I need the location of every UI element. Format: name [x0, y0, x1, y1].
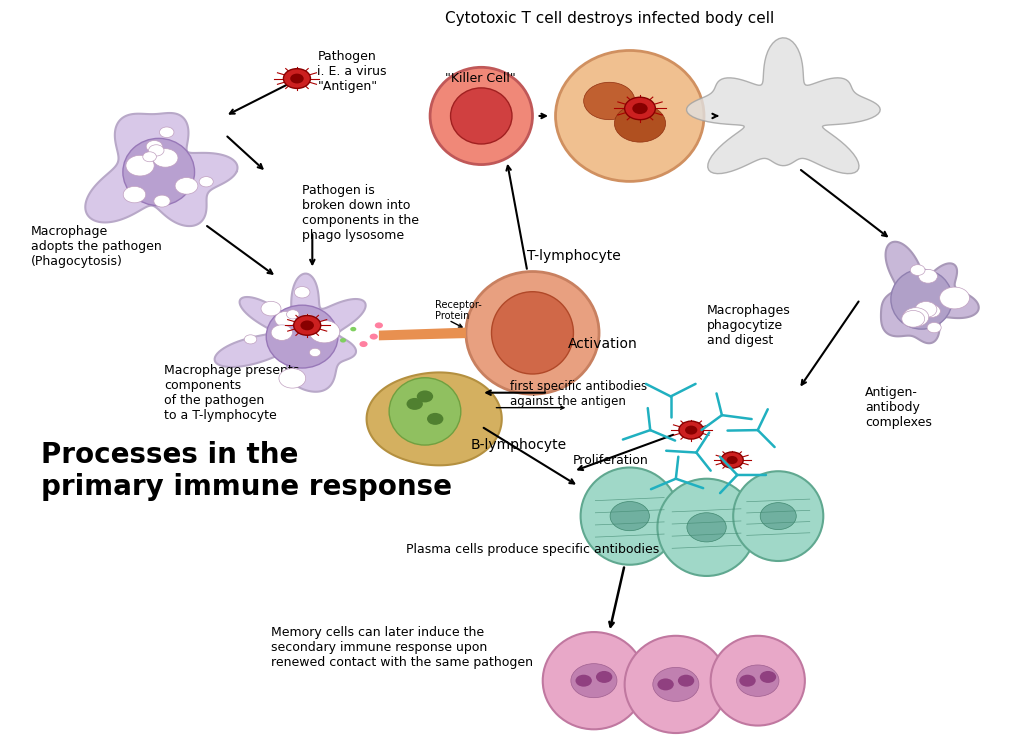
- Text: first specific antibodies
against the antigen: first specific antibodies against the an…: [510, 380, 647, 408]
- Circle shape: [910, 265, 925, 275]
- Text: Macrophages
phagocytize
and digest: Macrophages phagocytize and digest: [707, 304, 791, 347]
- Ellipse shape: [266, 305, 338, 368]
- Text: Activation: Activation: [568, 337, 638, 351]
- Ellipse shape: [733, 471, 823, 561]
- Circle shape: [679, 421, 703, 439]
- Text: "Killer Cell": "Killer Cell": [445, 72, 516, 85]
- Circle shape: [584, 82, 635, 120]
- Polygon shape: [215, 274, 366, 392]
- Ellipse shape: [891, 269, 952, 329]
- Circle shape: [309, 349, 321, 357]
- Circle shape: [902, 310, 925, 327]
- Circle shape: [154, 195, 170, 207]
- Circle shape: [175, 177, 198, 194]
- Text: B-lymphocyte: B-lymphocyte: [471, 438, 567, 452]
- Circle shape: [427, 413, 443, 425]
- Circle shape: [284, 69, 310, 88]
- Ellipse shape: [492, 292, 573, 374]
- Text: Pathogen is
broken down into
components in the
phago lysosome: Pathogen is broken down into components …: [302, 184, 419, 242]
- Circle shape: [126, 156, 155, 176]
- Circle shape: [417, 390, 433, 402]
- Ellipse shape: [687, 513, 726, 542]
- Ellipse shape: [543, 632, 645, 729]
- Circle shape: [940, 287, 970, 309]
- Circle shape: [727, 456, 737, 464]
- Circle shape: [633, 103, 647, 114]
- Circle shape: [685, 426, 697, 435]
- Circle shape: [903, 307, 929, 327]
- Circle shape: [915, 301, 937, 317]
- Circle shape: [350, 327, 356, 331]
- Polygon shape: [85, 113, 238, 226]
- Text: Receptor-
Protein: Receptor- Protein: [435, 300, 482, 321]
- Circle shape: [596, 671, 612, 683]
- Circle shape: [123, 186, 145, 203]
- Circle shape: [375, 322, 383, 328]
- Text: Processes in the
primary immune response: Processes in the primary immune response: [41, 441, 452, 501]
- Circle shape: [657, 678, 674, 690]
- Ellipse shape: [123, 138, 195, 206]
- Circle shape: [302, 314, 313, 322]
- Circle shape: [370, 334, 378, 340]
- Text: Macrophage
adopts the pathogen
(Phagocytosis): Macrophage adopts the pathogen (Phagocyt…: [31, 225, 162, 269]
- Ellipse shape: [610, 501, 649, 531]
- Circle shape: [200, 177, 213, 187]
- Circle shape: [294, 286, 310, 298]
- Ellipse shape: [581, 468, 679, 565]
- Circle shape: [340, 338, 346, 343]
- Polygon shape: [379, 328, 466, 340]
- Circle shape: [271, 325, 293, 340]
- Ellipse shape: [451, 88, 512, 144]
- Ellipse shape: [430, 67, 532, 165]
- Ellipse shape: [555, 50, 705, 182]
- Ellipse shape: [466, 272, 599, 394]
- Ellipse shape: [760, 503, 797, 530]
- Circle shape: [245, 335, 257, 344]
- Circle shape: [678, 675, 694, 687]
- Circle shape: [294, 316, 321, 335]
- Circle shape: [153, 149, 178, 167]
- Circle shape: [924, 305, 940, 317]
- Circle shape: [142, 152, 157, 162]
- Text: Proliferation: Proliferation: [572, 453, 648, 467]
- Polygon shape: [367, 373, 502, 465]
- Ellipse shape: [711, 636, 805, 726]
- Circle shape: [261, 301, 281, 316]
- Circle shape: [160, 127, 174, 138]
- Circle shape: [279, 369, 306, 388]
- Circle shape: [614, 105, 666, 142]
- Circle shape: [146, 141, 163, 153]
- Polygon shape: [686, 38, 881, 174]
- Polygon shape: [881, 242, 979, 343]
- Circle shape: [625, 97, 655, 120]
- Text: Pathogen
i. E. a virus
"Antigen": Pathogen i. E. a virus "Antigen": [317, 49, 387, 93]
- Ellipse shape: [389, 378, 461, 445]
- Circle shape: [309, 320, 340, 343]
- Circle shape: [760, 671, 776, 683]
- Text: Plasma cells produce specific antibodies: Plasma cells produce specific antibodies: [406, 543, 659, 557]
- Ellipse shape: [736, 665, 779, 696]
- Text: Antigen-
antibody
complexes: Antigen- antibody complexes: [865, 386, 932, 429]
- Circle shape: [148, 145, 164, 156]
- Circle shape: [407, 398, 423, 410]
- Circle shape: [300, 320, 314, 331]
- Ellipse shape: [657, 479, 756, 576]
- Ellipse shape: [571, 663, 616, 698]
- Circle shape: [575, 675, 592, 687]
- Circle shape: [290, 73, 304, 84]
- Circle shape: [919, 269, 937, 283]
- Text: Macrophage presents
components
of the pathogen
to a T-lymphocyte: Macrophage presents components of the pa…: [164, 364, 299, 422]
- Circle shape: [287, 310, 299, 319]
- Circle shape: [927, 322, 941, 333]
- Circle shape: [721, 452, 743, 468]
- Circle shape: [359, 341, 368, 347]
- Text: T-lymphocyte: T-lymphocyte: [527, 249, 622, 263]
- Ellipse shape: [625, 636, 727, 733]
- Text: Cytotoxic T cell destroys infected body cell: Cytotoxic T cell destroys infected body …: [445, 11, 775, 26]
- Text: Memory cells can later induce the
secondary immune response upon
renewed contact: Memory cells can later induce the second…: [271, 625, 534, 669]
- Circle shape: [274, 311, 296, 327]
- Circle shape: [739, 675, 756, 687]
- Ellipse shape: [653, 667, 699, 702]
